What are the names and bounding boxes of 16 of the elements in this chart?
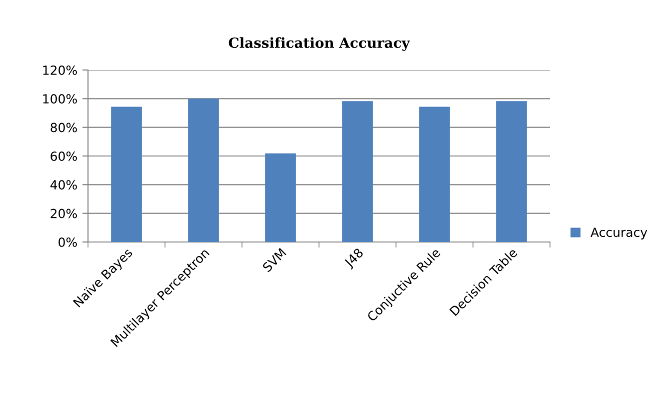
y-tick-label: 0%	[58, 237, 77, 247]
y-tick-label: 80%	[50, 122, 77, 132]
legend-label: Accuracy	[590, 228, 648, 240]
bar	[496, 101, 527, 242]
chart-title: Classification Accuracy	[228, 37, 410, 51]
y-tick-label: 20%	[50, 208, 77, 218]
bar	[265, 153, 296, 242]
bar	[188, 98, 219, 242]
y-tick-label: 100%	[43, 94, 77, 104]
y-tick-label: 60%	[50, 151, 77, 161]
y-tick-label: 40%	[50, 180, 77, 190]
y-tick-label: 120%	[43, 65, 77, 75]
bar	[342, 101, 373, 242]
x-tick-label: J48	[343, 248, 366, 270]
bar	[111, 106, 142, 242]
bar	[419, 106, 450, 242]
